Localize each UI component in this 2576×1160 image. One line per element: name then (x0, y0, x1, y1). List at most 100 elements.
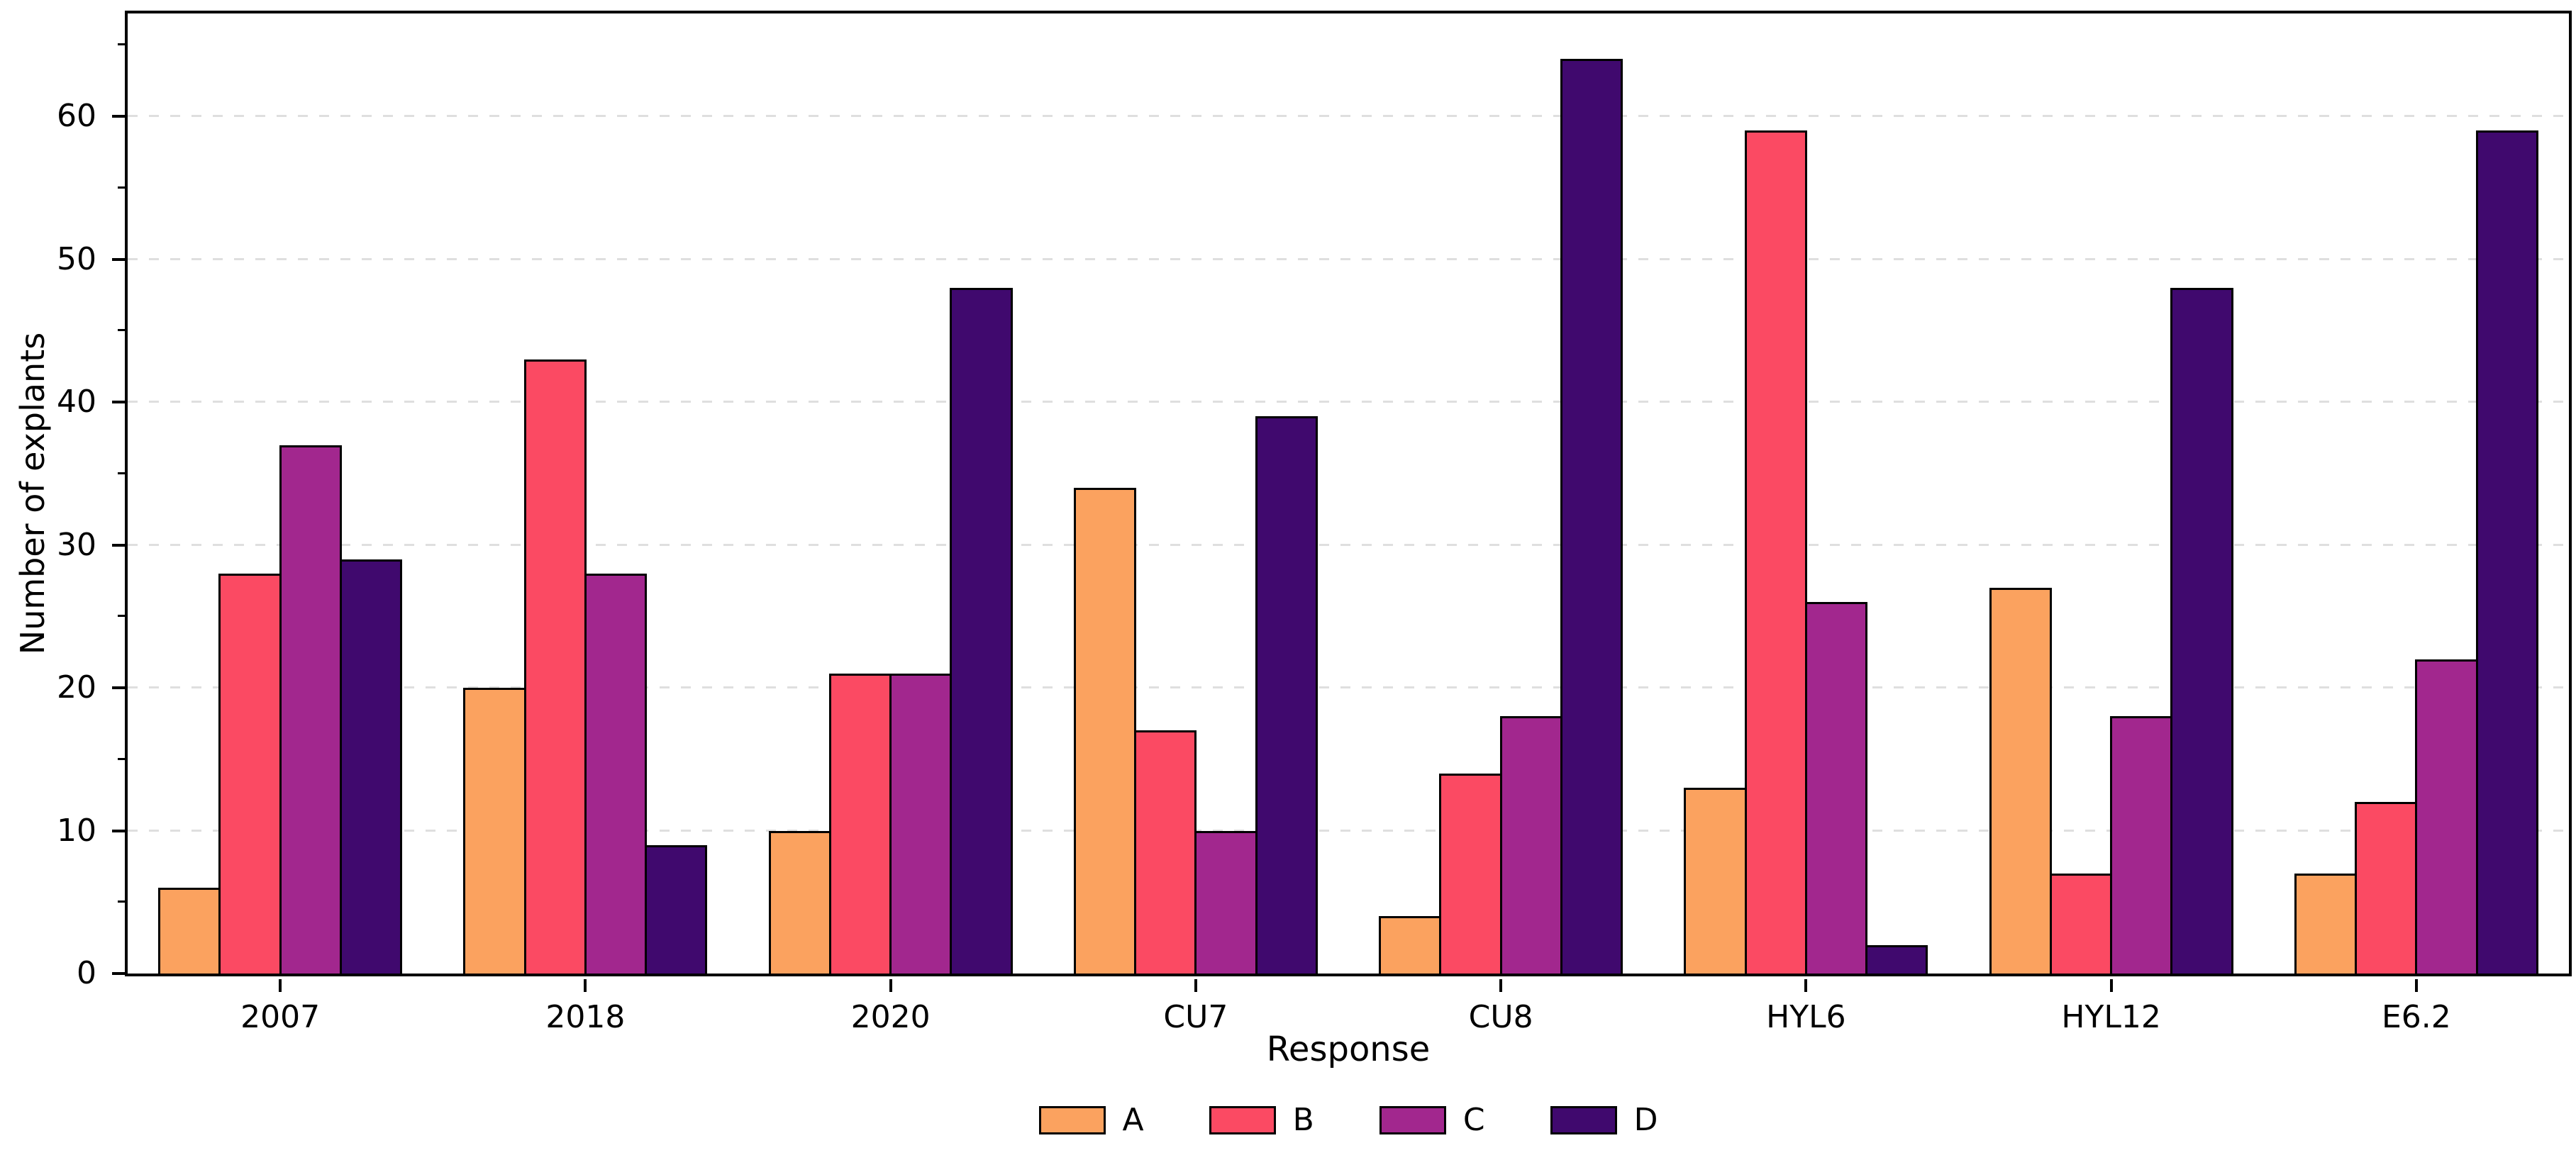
legend-item-label: C (1462, 1102, 1485, 1138)
legend-item-C: C (1379, 1103, 1485, 1137)
y-minor-tick (118, 757, 125, 760)
x-tick-label: E6.2 (2381, 999, 2451, 1035)
x-tick-label: HYL12 (2061, 999, 2161, 1035)
bar-E6.2-A (2294, 873, 2358, 974)
bar-group-2007 (128, 13, 433, 974)
grid-line-y20 (128, 686, 2569, 689)
bar-CU8-D (1560, 59, 1623, 974)
y-minor-tick (118, 615, 125, 618)
x-tick (2109, 979, 2113, 992)
grid-line-y10 (128, 829, 2569, 832)
bar-group-HYL6 (1653, 13, 1958, 974)
bar-block-HYL12 (1989, 13, 2233, 974)
legend-item-B: B (1209, 1103, 1314, 1137)
x-tick (2414, 979, 2418, 992)
legend-item-label: B (1292, 1102, 1314, 1138)
legend-item-D: D (1550, 1103, 1658, 1137)
bar-CU7-D (1255, 416, 1318, 974)
legend-swatch-B (1209, 1106, 1276, 1134)
y-tick (112, 115, 125, 118)
legend-swatch-D (1550, 1106, 1617, 1134)
x-tick-label: 2007 (240, 999, 321, 1035)
bar-HYL12-D (2170, 287, 2233, 974)
bar-group-E6.2 (2264, 13, 2569, 974)
x-tick-label: HYL6 (1766, 999, 1846, 1035)
y-minor-tick (118, 186, 125, 189)
bar-2007-D (339, 559, 403, 974)
bar-block-2018 (463, 13, 708, 974)
bar-group-CU7 (1043, 13, 1348, 974)
y-tick-label: 40 (57, 384, 96, 420)
grid-container (128, 13, 2569, 974)
bar-block-CU7 (1073, 13, 1318, 974)
bar-HYL6-C (1804, 602, 1868, 974)
y-tick (112, 401, 125, 404)
y-axis-label: Number of explants (13, 332, 52, 655)
y-minor-tick (118, 472, 125, 474)
bar-2020-B (828, 673, 892, 974)
bar-group-HYL12 (1959, 13, 2264, 974)
y-tick (112, 686, 125, 690)
bar-CU8-B (1439, 773, 1502, 974)
bar-group-2020 (738, 13, 1043, 974)
y-tick-label: 30 (57, 526, 96, 563)
bar-block-HYL6 (1684, 13, 1928, 974)
y-tick (112, 972, 125, 975)
bar-HYL12-A (1989, 587, 2052, 974)
bar-HYL6-D (1865, 944, 1928, 974)
bar-HYL6-B (1744, 130, 1807, 974)
legend-row: A B C D (1038, 1102, 1658, 1138)
y-minor-tick (118, 329, 125, 332)
legend-item-A: A (1038, 1102, 1144, 1138)
y-tick-label: 60 (57, 98, 96, 135)
bar-block-2007 (158, 13, 403, 974)
legend-title: Response (1266, 1030, 1431, 1069)
x-tick-label: 2018 (545, 999, 626, 1035)
legend: Response A B C D (125, 1030, 2572, 1137)
bar-2020-D (950, 287, 1013, 974)
bar-CU8-A (1379, 916, 1442, 974)
bar-group-CU8 (1348, 13, 1653, 974)
y-tick-label: 50 (57, 240, 96, 277)
y-tick-label: 0 (77, 955, 96, 991)
bar-E6.2-C (2415, 659, 2478, 974)
y-minor-tick (118, 43, 125, 46)
y-axis-ticks: 0 10 20 30 40 50 60 (57, 13, 2569, 989)
grid-line-y60 (128, 115, 2569, 118)
y-tick (112, 829, 125, 832)
bars-container (128, 13, 2569, 974)
bar-block-2020 (768, 13, 1013, 974)
grid-line-y40 (128, 401, 2569, 403)
bar-HYL12-B (2049, 873, 2113, 974)
x-tick (889, 979, 892, 992)
x-axis-ticks: 2007 2018 2020 CU7 CU8 HYL6 HYL12 E6.2 (128, 13, 2569, 1035)
bar-2018-C (584, 573, 648, 974)
x-tick (279, 979, 282, 992)
y-tick (112, 543, 125, 547)
y-tick-label: 20 (57, 669, 96, 706)
bar-2018-D (645, 844, 708, 974)
grid-line-y30 (128, 543, 2569, 546)
bar-group-2018 (433, 13, 738, 974)
bar-2007-B (218, 573, 282, 974)
x-tick (1194, 979, 1197, 992)
plot-area: 0 10 20 30 40 50 60 2007 2018 2020 CU7 CU8 HYL6 HYL1… (57, 11, 2572, 1035)
grid-line-y50 (128, 257, 2569, 260)
x-tick-label: CU7 (1163, 999, 1228, 1035)
bar-HYL6-A (1684, 788, 1747, 974)
bar-CU8-C (1499, 716, 1562, 974)
bar-E6.2-D (2475, 130, 2538, 974)
x-tick (584, 979, 587, 992)
bar-CU7-C (1194, 830, 1258, 974)
legend-item-label: A (1122, 1102, 1144, 1138)
bar-CU7-A (1073, 487, 1137, 974)
y-tick (112, 257, 125, 261)
legend-swatch-C (1379, 1106, 1446, 1134)
legend-item-label: D (1633, 1102, 1658, 1138)
x-tick-label: 2020 (850, 999, 931, 1035)
x-tick (1804, 979, 1808, 992)
bar-block-CU8 (1379, 13, 1623, 974)
y-tick-label: 10 (57, 812, 96, 849)
legend-swatch-A (1038, 1106, 1106, 1134)
